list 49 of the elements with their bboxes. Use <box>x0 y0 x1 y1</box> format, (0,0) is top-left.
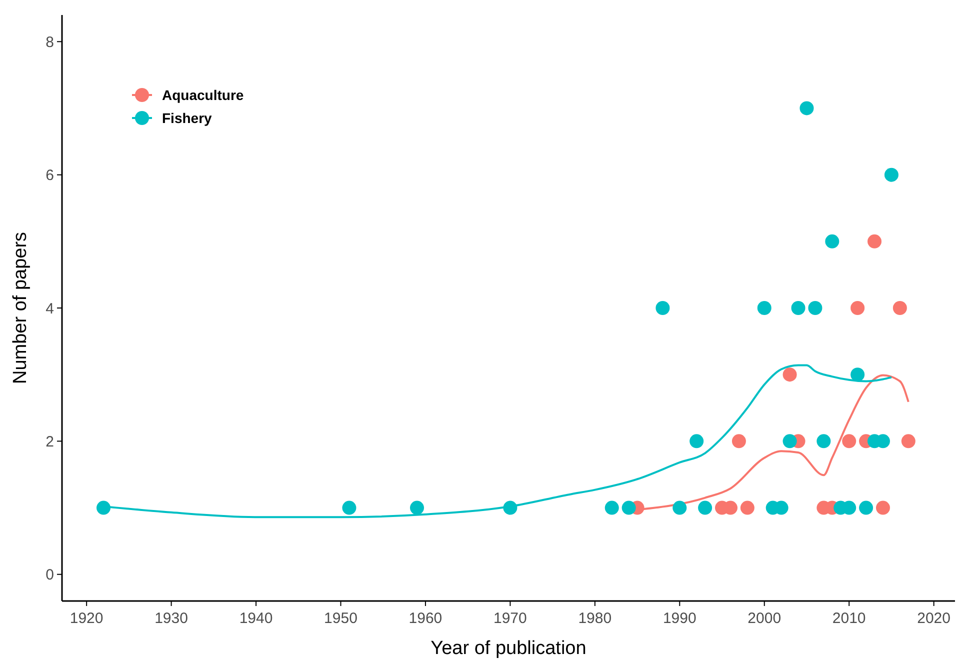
y-tick-label: 0 <box>46 566 54 584</box>
point <box>782 368 797 382</box>
y-tick-label: 4 <box>46 300 54 318</box>
point <box>842 434 856 448</box>
point <box>622 500 636 515</box>
point <box>808 301 822 315</box>
x-tick-label: 1980 <box>578 610 612 627</box>
point <box>96 500 111 515</box>
point <box>690 434 704 448</box>
x-tick-label: 2010 <box>832 610 866 627</box>
point <box>342 500 356 515</box>
point <box>901 434 916 448</box>
point <box>884 168 898 182</box>
point <box>503 500 518 515</box>
x-tick-label: 1930 <box>154 610 188 627</box>
y-tick-label: 2 <box>46 433 54 450</box>
x-tick-label: 1940 <box>239 610 273 627</box>
point <box>825 234 840 248</box>
y-tick-label: 6 <box>46 167 54 184</box>
point <box>850 368 865 382</box>
x-tick-label: 1990 <box>662 610 696 627</box>
x-tick-label: 2000 <box>748 610 782 627</box>
point <box>782 434 797 448</box>
point <box>757 301 772 315</box>
y-axis-title: Number of papers <box>10 232 31 384</box>
point <box>410 500 424 515</box>
point <box>604 500 619 515</box>
x-tick-label: 1960 <box>408 610 442 627</box>
y-tick-label: 8 <box>46 34 54 51</box>
point <box>816 434 831 448</box>
point <box>800 101 814 116</box>
point <box>740 500 754 515</box>
x-tick-label: 1970 <box>494 610 527 627</box>
x-tick-label: 1920 <box>70 610 104 627</box>
x-tick-label: 1950 <box>324 610 358 627</box>
point <box>892 301 907 315</box>
point <box>732 434 746 448</box>
point <box>850 301 865 315</box>
legend-label: Aquaculture <box>162 86 244 103</box>
legend-label: Fishery <box>162 110 212 126</box>
x-axis-title: Year of publication <box>430 638 586 659</box>
point <box>672 500 687 515</box>
point <box>698 500 712 515</box>
point <box>791 301 806 315</box>
x-tick-label: 2020 <box>917 610 951 627</box>
point <box>868 234 882 248</box>
point <box>656 301 670 315</box>
point <box>859 500 874 515</box>
point <box>876 500 890 515</box>
